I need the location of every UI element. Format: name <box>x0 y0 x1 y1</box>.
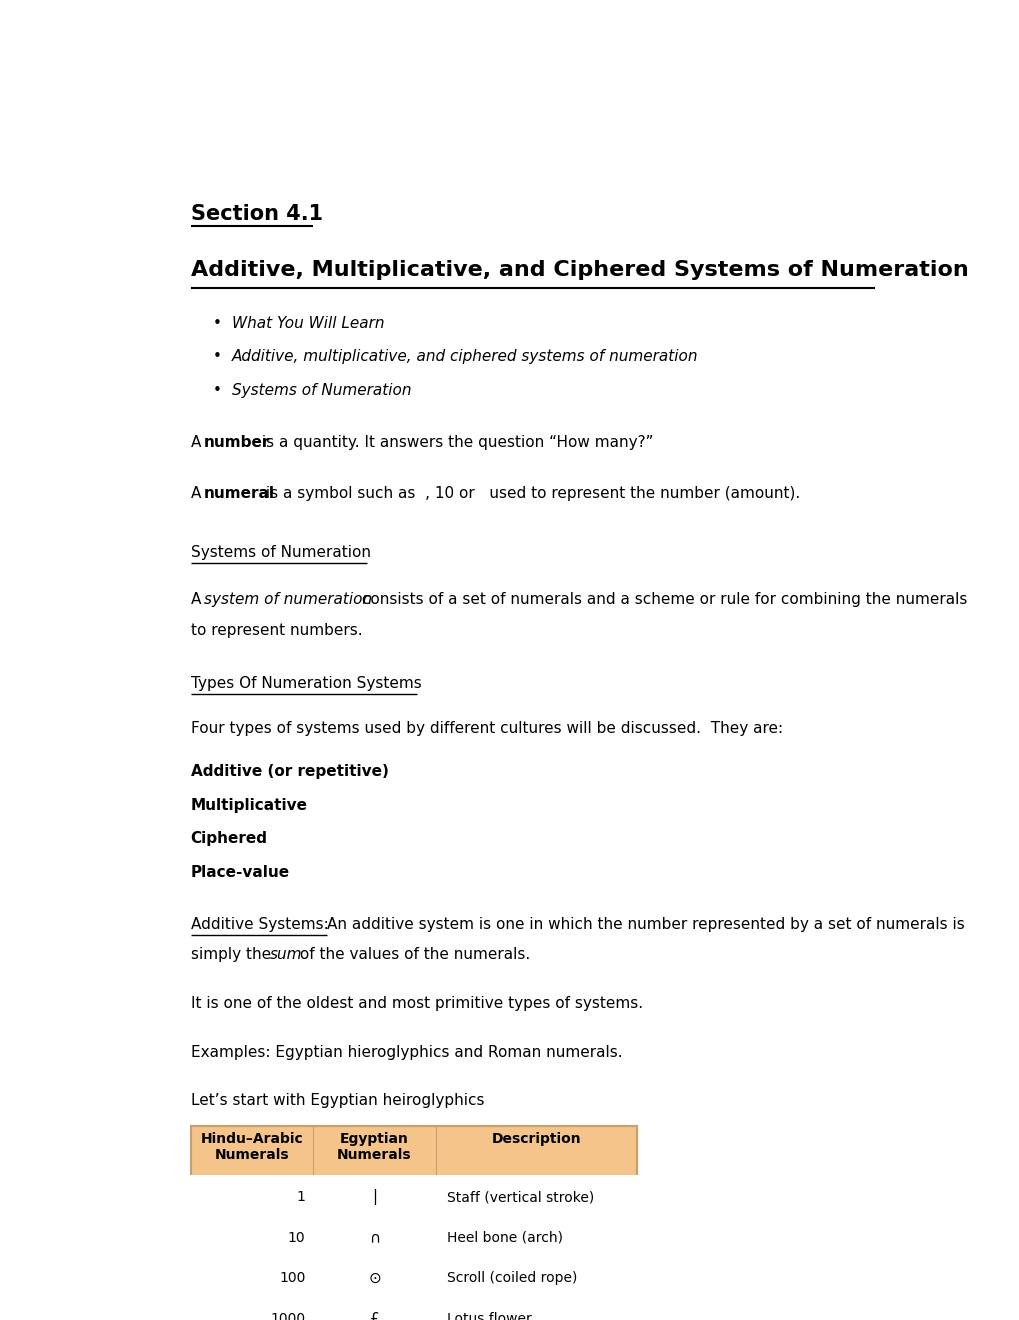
Text: Multiplicative: Multiplicative <box>191 797 308 813</box>
Text: •: • <box>213 350 221 364</box>
Text: What You Will Learn: What You Will Learn <box>231 315 384 331</box>
Bar <box>191 1217 637 1258</box>
Text: Additive Systems:: Additive Systems: <box>191 916 328 932</box>
Text: to represent numbers.: to represent numbers. <box>191 623 362 638</box>
Text: is a quantity. It answers the question “How many?”: is a quantity. It answers the question “… <box>257 434 653 450</box>
Text: Additive, Multiplicative, and Ciphered Systems of Numeration: Additive, Multiplicative, and Ciphered S… <box>191 260 968 280</box>
Text: Systems of Numeration: Systems of Numeration <box>231 383 411 399</box>
Text: numeral: numeral <box>204 486 275 500</box>
Text: ∩: ∩ <box>369 1230 380 1245</box>
Text: system of numeration: system of numeration <box>204 593 372 607</box>
Text: simply the: simply the <box>191 948 275 962</box>
Text: It is one of the oldest and most primitive types of systems.: It is one of the oldest and most primiti… <box>191 995 642 1011</box>
Text: Systems of Numeration: Systems of Numeration <box>191 545 370 560</box>
Text: 100: 100 <box>279 1271 305 1286</box>
Text: Lotus flower: Lotus flower <box>446 1312 531 1320</box>
Text: A: A <box>191 486 206 500</box>
Bar <box>191 1177 637 1217</box>
Text: of the values of the numerals.: of the values of the numerals. <box>294 948 530 962</box>
Bar <box>191 1126 637 1177</box>
Text: Staff (vertical stroke): Staff (vertical stroke) <box>446 1191 593 1204</box>
Text: sum: sum <box>269 948 302 962</box>
Text: Description: Description <box>491 1133 581 1146</box>
Text: |: | <box>372 1189 377 1205</box>
Text: Section 4.1: Section 4.1 <box>191 205 323 224</box>
Text: Egyptian
Numerals: Egyptian Numerals <box>337 1133 412 1163</box>
Bar <box>191 1126 637 1320</box>
Text: •: • <box>213 315 221 331</box>
Text: Examples: Egyptian hieroglyphics and Roman numerals.: Examples: Egyptian hieroglyphics and Rom… <box>191 1044 622 1060</box>
Text: Place-value: Place-value <box>191 865 289 880</box>
Text: •: • <box>213 383 221 399</box>
Text: Additive, multiplicative, and ciphered systems of numeration: Additive, multiplicative, and ciphered s… <box>231 350 698 364</box>
Text: Additive (or repetitive): Additive (or repetitive) <box>191 764 388 779</box>
Text: Scroll (coiled rope): Scroll (coiled rope) <box>446 1271 577 1286</box>
Text: is a symbol such as  , 10 or   used to represent the number (amount).: is a symbol such as , 10 or used to repr… <box>261 486 800 500</box>
Text: Hindu–Arabic
Numerals: Hindu–Arabic Numerals <box>201 1133 303 1163</box>
Text: 10: 10 <box>287 1230 305 1245</box>
Text: An additive system is one in which the number represented by a set of numerals i: An additive system is one in which the n… <box>326 916 964 932</box>
Text: Four types of systems used by different cultures will be discussed.  They are:: Four types of systems used by different … <box>191 722 783 737</box>
Bar <box>191 1299 637 1320</box>
Text: consists of a set of numerals and a scheme or rule for combining the numerals: consists of a set of numerals and a sche… <box>357 593 966 607</box>
Text: Ciphered: Ciphered <box>191 832 267 846</box>
Text: 1: 1 <box>297 1191 305 1204</box>
Text: ⊙: ⊙ <box>368 1271 380 1286</box>
Text: Heel bone (arch): Heel bone (arch) <box>446 1230 562 1245</box>
Text: Types Of Numeration Systems: Types Of Numeration Systems <box>191 676 421 690</box>
Text: A: A <box>191 593 206 607</box>
Text: £: £ <box>369 1312 379 1320</box>
Text: Let’s start with Egyptian heiroglyphics: Let’s start with Egyptian heiroglyphics <box>191 1093 484 1109</box>
Text: 1000: 1000 <box>270 1312 305 1320</box>
Text: A: A <box>191 434 206 450</box>
Text: number: number <box>204 434 270 450</box>
Bar <box>191 1258 637 1299</box>
